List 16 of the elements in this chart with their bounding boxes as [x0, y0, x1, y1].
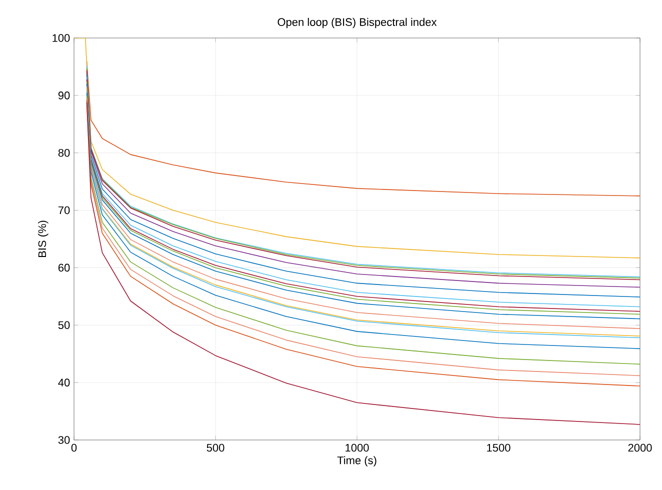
y-tick-label: 70 [58, 206, 70, 214]
y-tick-label: 80 [58, 148, 70, 157]
x-axis-title: Time (s) [337, 456, 376, 466]
x-tick-label: 1500 [487, 444, 510, 452]
y-axis-title: BIS (%) [38, 220, 48, 258]
x-tick-label: 0 [71, 444, 77, 452]
y-tick-label: 50 [58, 321, 70, 330]
y-tick-label: 40 [58, 378, 70, 386]
y-tick-label: 90 [58, 92, 70, 100]
chart-title: Open loop (BIS) Bispectral index [278, 18, 437, 28]
y-tick-label: 100 [52, 34, 70, 42]
x-tick-label: 1000 [346, 444, 369, 452]
y-tick-label: 60 [58, 264, 70, 272]
x-tick-label: 500 [206, 444, 224, 452]
x-tick-label: 2000 [628, 444, 652, 452]
y-tick-label: 30 [58, 436, 70, 444]
